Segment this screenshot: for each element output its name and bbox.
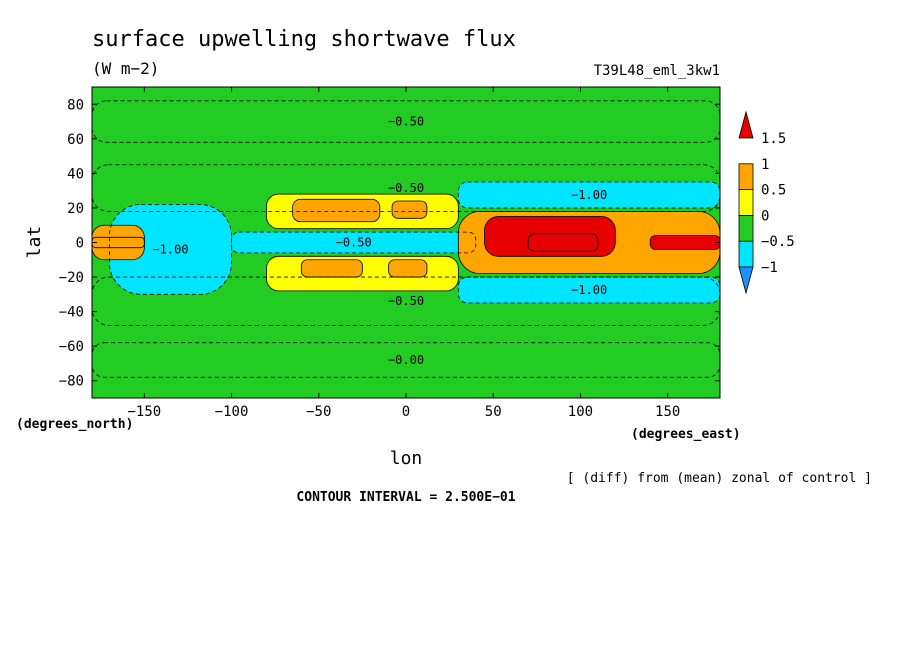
contour-label-4: −0.50 [388,294,424,308]
contour-label-3: −0.50 [388,181,424,195]
contour-13 [300,259,363,278]
y-units-label: (degrees_north) [16,417,133,432]
region-14 [388,259,427,278]
colorbar: −1 −0.5 0 0.5 1 1.5 [738,110,795,295]
colorbar-tick-label: 1.5 [761,131,786,147]
y-tick-label: −40 [59,305,84,321]
region-8 [231,232,476,253]
x-tick-label: −50 [306,404,331,420]
colorbar-segment [738,163,754,191]
region-10 [266,256,459,291]
region-12 [392,201,427,219]
y-tick-label: 60 [67,132,84,148]
x-tick-label: −150 [127,404,161,420]
shaded-regions [92,100,720,378]
region-5 [109,204,232,295]
x-tick-label: 150 [655,404,680,420]
contour-labels: −0.50 −0.00 −0.50 −0.50 −1.00 −1.00 −1.00 −0.50 [152,115,607,367]
y-tick-label: 0 [76,236,84,252]
contour-label-6: −1.00 [571,188,607,202]
region-20 [92,225,145,260]
y-tick-label: 20 [67,201,84,217]
x-tick-label: 0 [402,404,410,420]
contour-5 [109,204,232,295]
y-axis-label: lat [24,226,45,259]
region-17 [528,233,598,252]
contour-interval-label: CONTOUR INTERVAL = 2.500E−01 [296,490,515,505]
colorbar-segment [738,240,754,268]
contour-2 [91,342,721,378]
contour-label-1: −0.50 [388,115,424,129]
chart-units: (W m−2) [92,59,159,78]
plot-area: −0.50 −0.00 −0.50 −0.50 −1.00 −1.00 −1.00 −0.50 [91,86,721,399]
contour-12 [391,200,428,219]
region-18 [650,235,720,250]
colorbar-extend-min [738,266,754,295]
chart-title: surface upwelling shortwave flux [92,27,516,52]
region-11 [292,199,380,222]
colorbar-tick-label: 1 [761,157,769,173]
x-units-label: (degrees_east) [631,427,741,442]
region-2 [92,342,720,378]
contour-label-7: −1.00 [571,283,607,297]
colorbar-tick-label: −0.5 [761,234,795,250]
colorbar-extend-max [738,110,754,139]
contour-label-2: −0.00 [388,353,424,367]
contour-11 [292,198,381,223]
x-tick-label: 100 [568,404,593,420]
contour-8 [231,231,477,254]
colorbar-tick-label: 0.5 [761,183,786,199]
colorbar-segment [738,214,754,242]
diff-note: [ (diff) from (mean) zonal of control ] [567,471,872,486]
y-axis-ticks: 80 60 40 20 0 −20 −40 −60 −80 [59,97,720,390]
y-tick-label: −20 [59,270,84,286]
x-tick-label: 50 [485,404,502,420]
y-tick-label: 80 [67,97,84,113]
contour-label-8: −0.50 [336,236,372,250]
contour-17 [527,233,599,252]
experiment-label: T39L48_eml_3kw1 [594,63,720,79]
contour-10 [266,255,459,292]
region-1 [92,100,720,143]
x-axis-ticks: −150 −100 −50 0 50 100 150 [127,87,680,420]
y-tick-label: −80 [59,374,84,390]
contour-14 [388,259,428,278]
colorbar-tick-label: −1 [761,260,778,276]
region-7 [458,277,720,303]
x-axis-label: lon [390,448,423,469]
region-6 [458,182,720,208]
contour-16 [484,216,616,257]
x-tick-label: −100 [215,404,249,420]
colorbar-segment [738,189,754,216]
contour-9 [266,193,459,230]
contour-label-5: −1.00 [152,242,188,256]
colorbar-tick-label: 0 [761,208,769,224]
y-tick-label: −60 [59,339,84,355]
y-tick-label: 40 [67,166,84,182]
region-13 [301,259,363,278]
